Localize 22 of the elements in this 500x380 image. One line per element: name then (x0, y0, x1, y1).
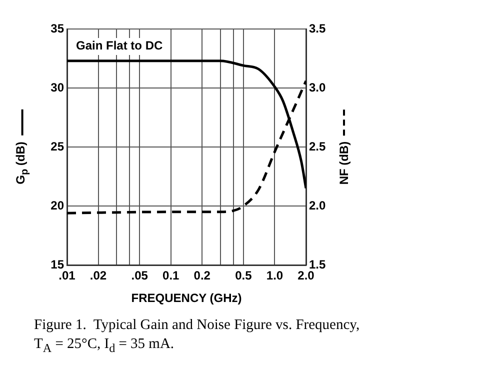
x-tick-label: .01 (58, 268, 76, 283)
caption: Figure 1. Typical Gain and Noise Figure vs. Frequency, T$_{A}$ = 25°C, I$_{d}$ = 35 mA. (34, 316, 361, 357)
y2-tick-label: 3.0 (309, 80, 326, 94)
x-axis-title: FREQUENCY (GHz) (131, 291, 242, 306)
y-tick-label: 35 (50, 21, 64, 36)
y2-tick-label: 2.5 (309, 139, 326, 154)
x-tick-label: 1.0 (266, 268, 284, 283)
y-tick-label: 30 (50, 80, 64, 94)
y2-tick-label: 3.5 (309, 21, 326, 36)
x-tick-label: 0.2 (194, 268, 211, 283)
y-tick-label: 15 (50, 257, 64, 272)
y-tick-label: 25 (50, 139, 64, 154)
x-tick-label: 0.5 (235, 268, 252, 283)
y-tick-label: 20 (50, 198, 64, 212)
x-tick-label: 2.0 (298, 268, 315, 283)
x-tick-label: 0.1 (162, 268, 180, 283)
y2-tick-label: 1.5 (309, 257, 326, 272)
y2-tick-label: 2.0 (309, 198, 326, 212)
annotation: Gain Flat to DC (76, 38, 163, 52)
x-tick-label: .02 (90, 268, 107, 283)
y2-axis-title: NF (dB) (337, 141, 351, 185)
x-tick-label: .05 (131, 268, 148, 283)
